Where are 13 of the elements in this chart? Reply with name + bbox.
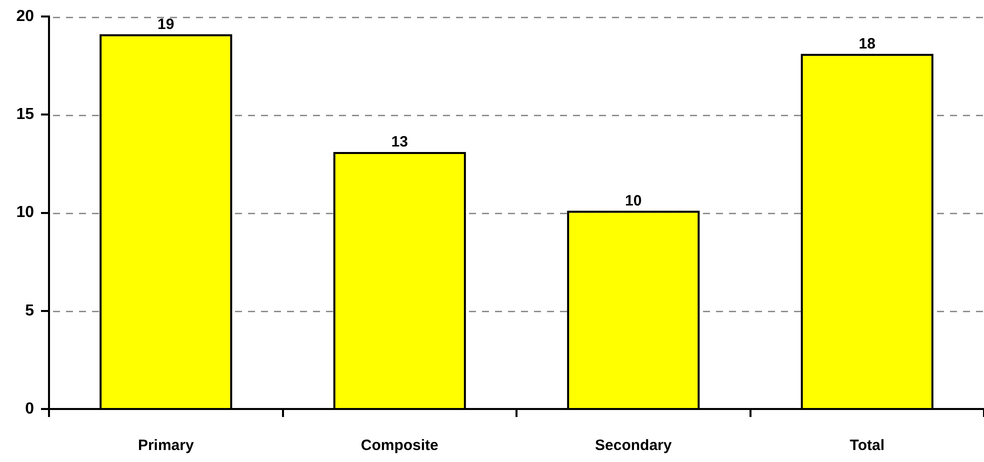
y-tick-label: 5 <box>25 302 34 320</box>
x-tick-label: Composite <box>360 437 438 454</box>
y-tick-label: 10 <box>16 204 34 222</box>
data-label: 18 <box>858 35 876 52</box>
y-tick-label: 15 <box>16 106 34 124</box>
x-tick-label: Secondary <box>595 437 672 454</box>
x-tick-label: Total <box>850 437 884 454</box>
data-label: 10 <box>625 192 642 210</box>
y-tick-label: 20 <box>16 8 34 26</box>
x-tick-label: Primary <box>138 437 194 454</box>
data-label: 13 <box>391 134 408 151</box>
y-tick-label: 0 <box>25 400 34 418</box>
data-label: 19 <box>158 16 174 33</box>
